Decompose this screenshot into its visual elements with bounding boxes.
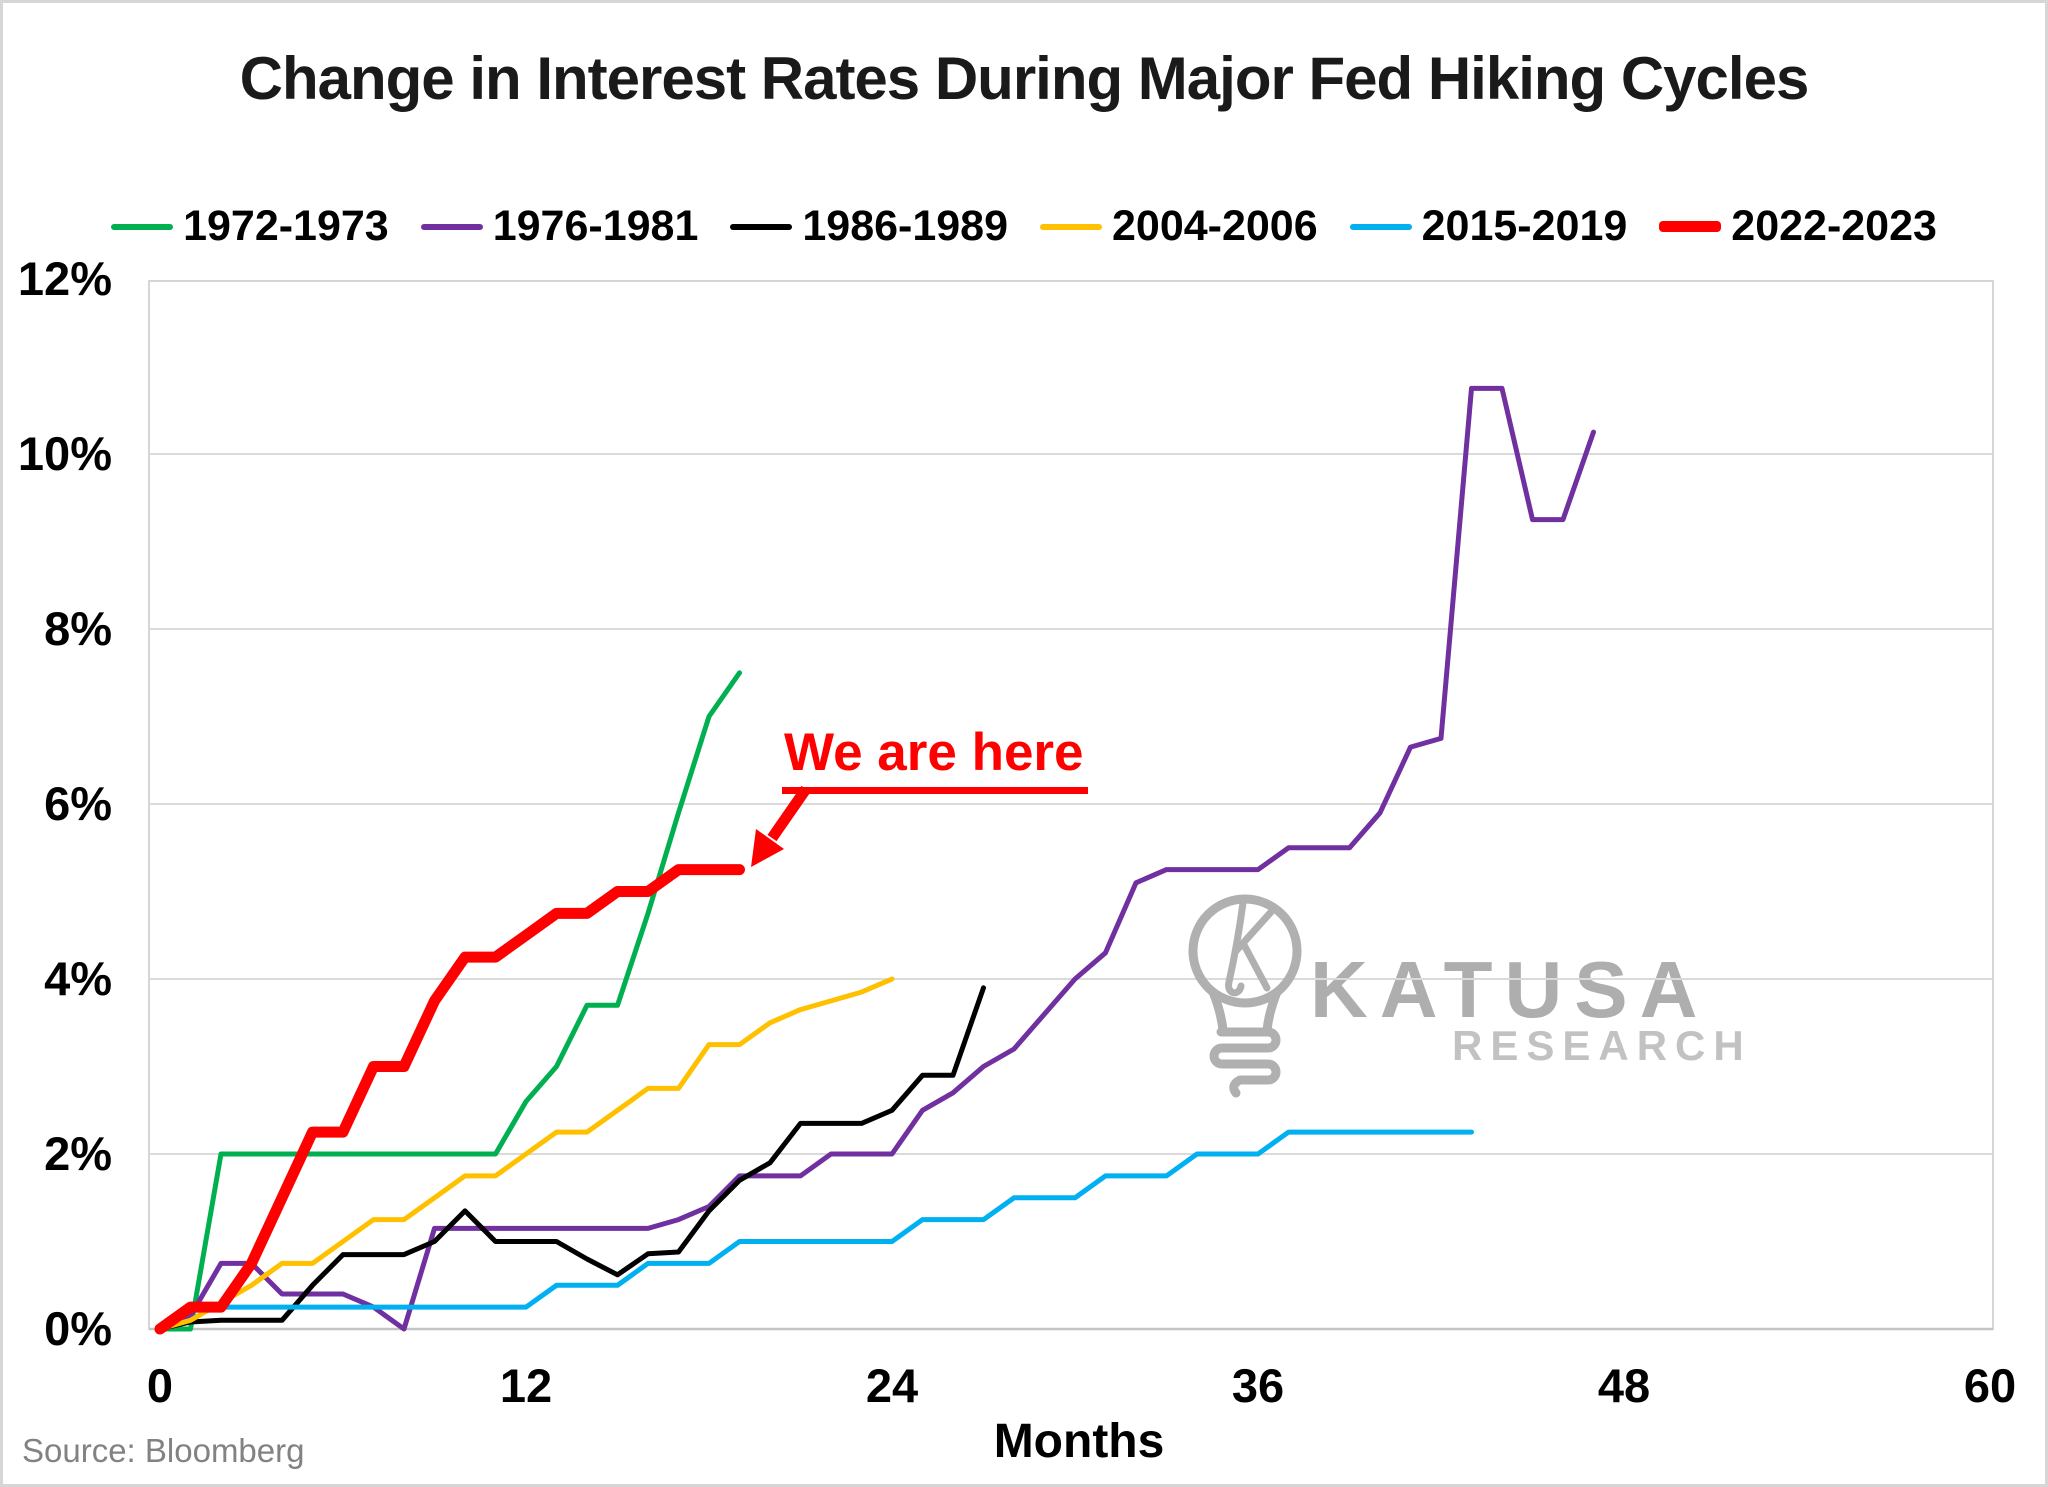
lightbulb-k-icon [1188,894,1302,1098]
legend-swatch-icon [1659,221,1722,232]
y-tick-label: 6% [44,777,112,830]
legend-swatch-icon [1040,223,1102,230]
source-note: Source: Bloomberg [22,1432,305,1469]
watermark-brand-text: KATUSA [1310,945,1710,1034]
chart-title: Change in Interest Rates During Major Fe… [239,45,1810,112]
legend-label: 1972-1973 [183,202,389,250]
legend-swatch-icon [1349,223,1412,230]
legend-swatch-icon [420,223,483,230]
y-tick-label: 0% [44,1302,112,1355]
legend-item-2015-2019: 2015-2019 [1349,202,1628,251]
legend-label: 2022-2023 [1731,202,1937,250]
x-tick-label: 0 [146,1359,174,1412]
y-tick-label: 2% [44,1127,112,1180]
y-tick-label: 12% [17,252,112,305]
x-tick-label: 24 [865,1359,919,1412]
legend-item-1976-1981: 1976-1981 [420,202,699,251]
annotation-arrow-icon [751,785,811,867]
series-line-2015-2019 [157,1129,1474,1332]
we-are-here-annotation: We are here [782,722,1088,794]
x-tick-label: 60 [1963,1359,2017,1412]
legend: 1972-1973 1976-1981 1986-1989 2004-2006 2015… [0,202,2048,251]
y-tick-label: 8% [44,602,112,655]
series-line-2004-2006 [157,976,895,1332]
series-line-1972-1973 [157,670,742,1332]
legend-label: 2004-2006 [1112,202,1318,250]
legend-item-2022-2023: 2022-2023 [1659,202,1937,251]
legend-label: 1976-1981 [492,202,699,250]
legend-item-2004-2006: 2004-2006 [1040,202,1318,251]
y-tick-label: 4% [44,952,112,1005]
y-tick-label: 10% [17,427,112,480]
legend-item-1986-1989: 1986-1989 [730,202,1008,251]
x-tick-label: 48 [1597,1359,1651,1412]
x-tick-label: 36 [1231,1359,1285,1412]
watermark-brand-subtext: RESEARCH [1452,1022,1752,1069]
legend-label: 1986-1989 [802,202,1008,250]
legend-swatch-icon [730,223,793,230]
x-tick-label: 12 [499,1359,553,1412]
series-line-2022-2023 [154,864,745,1335]
legend-swatch-icon [111,223,174,230]
data-series-lines [154,385,1596,1335]
x-axis-title: Months [993,1415,1165,1468]
legend-label: 2015-2019 [1421,202,1628,250]
gridlines [148,280,1994,1331]
series-line-1976-1981 [157,385,1596,1332]
legend-item-1972-1973: 1972-1973 [111,202,389,251]
series-line-1986-1989 [157,985,986,1332]
